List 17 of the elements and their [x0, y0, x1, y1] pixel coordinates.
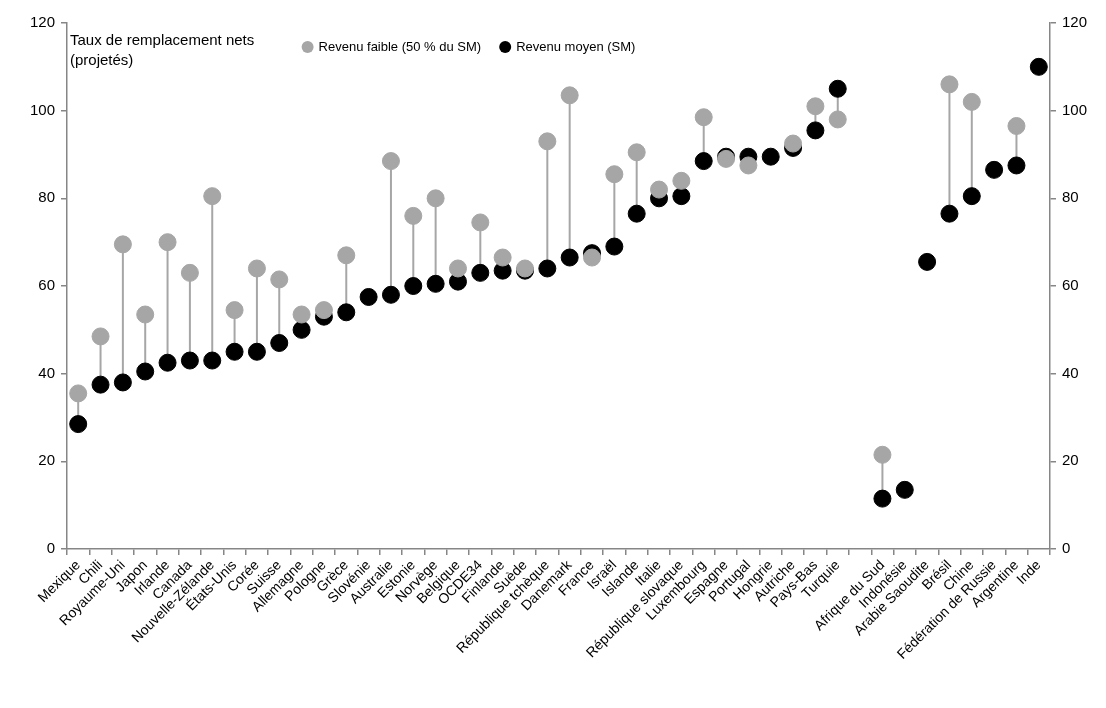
y-tick-label: 120 [30, 13, 56, 31]
y2-tick-label: 60 [1061, 276, 1079, 294]
y-tick-label: 100 [30, 100, 56, 118]
y2-tick-label: 0 [1061, 539, 1071, 557]
y2-tick-label: 120 [1061, 13, 1087, 31]
legend-label: Revenu moyen (SM) [516, 38, 636, 54]
legend-label: Revenu faible (50 % du SM) [318, 38, 482, 54]
y2-tick-label: 100 [1061, 100, 1087, 118]
y-tick-label: 40 [38, 363, 56, 381]
y2-tick-label: 80 [1061, 188, 1079, 206]
y2-tick-label: 20 [1061, 451, 1079, 469]
text: Taux de remplacement nets (projetés) [70, 30, 256, 70]
y-tick-label: 0 [46, 539, 56, 557]
y2-tick-label: 40 [1061, 363, 1079, 381]
y-tick-label: 20 [38, 451, 56, 469]
y-tick-label: 60 [38, 276, 56, 294]
y-tick-label: 80 [38, 188, 56, 206]
